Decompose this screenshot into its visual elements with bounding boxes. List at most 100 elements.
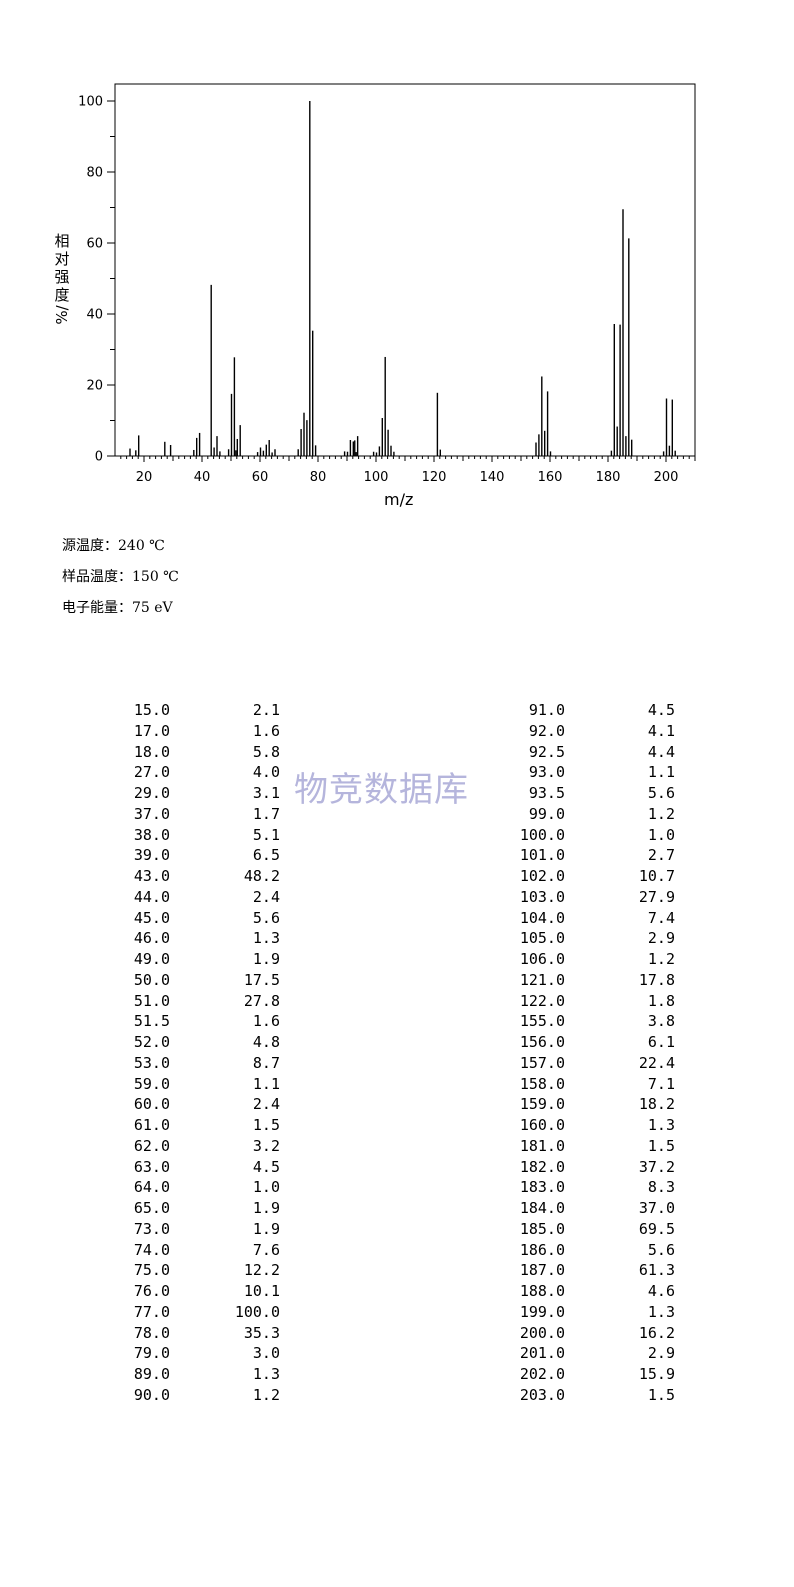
peak-row: 200.0 16.2 [495,1323,675,1344]
peak-mz: 102.0 [519,867,565,885]
peak-intensity: 16.2 [638,1323,675,1342]
peak-mz: 79.0 [133,1344,170,1363]
peak-intensity: 35.3 [243,1323,280,1342]
peak-intensity: 1.0 [252,1178,280,1197]
peak-intensity: 1.9 [252,1199,280,1217]
peak-mz: 27.0 [133,763,170,782]
spectrum-plot: 20 40 60 80 100 120 140 160 180 200 0 20 40 60 80 100 [78,83,696,485]
peak-intensity: 8.3 [647,1178,675,1197]
peak-mz: 187.0 [519,1261,565,1280]
peak-intensity: 1.3 [647,1116,675,1134]
peak-intensity: 1.9 [252,950,280,968]
peak-row: 155.0 3.8 [495,1011,675,1032]
peak-row: 103.0 27.9 [495,887,675,908]
plot-frame [114,83,696,457]
peak-intensity: 1.1 [647,763,675,782]
peak-intensity: 10.1 [243,1282,280,1300]
peak-mz: 75.0 [133,1261,170,1280]
peak-row: 157.0 22.4 [495,1053,675,1074]
x-tick-label: 100 [364,470,389,485]
source-temperature: 源温度：240 ℃ [62,535,165,555]
peak-mz: 38.0 [133,825,170,844]
peak-row: 43.0 48.2 [100,866,280,887]
peak-intensity: 4.0 [252,763,280,782]
peak-intensity: 3.0 [252,1344,280,1363]
peak-mz: 29.0 [133,784,170,802]
peak-intensity: 2.1 [252,701,280,719]
y-tick-label: 20 [86,379,103,394]
y-axis-label: 相 对 强 度 %/ [50,232,74,325]
peak-row: 93.5 5.6 [495,783,675,804]
peak-row: 65.0 1.9 [100,1198,280,1219]
peak-mz: 203.0 [519,1385,565,1404]
peak-mz: 155.0 [519,1012,565,1031]
peak-row: 74.0 7.6 [100,1240,280,1261]
peak-mz: 105.0 [519,929,565,948]
peak-intensity: 1.3 [647,1302,675,1321]
y-tick-label: 60 [86,237,103,252]
peak-intensity: 5.6 [252,908,280,927]
peak-intensity: 27.8 [243,991,280,1010]
y-axis-label-char: 度 [54,286,70,304]
peak-intensity: 7.1 [647,1074,675,1093]
peak-mz: 100.0 [519,825,565,844]
peak-intensity: 100.0 [234,1302,280,1321]
peak-row: 122.0 1.8 [495,991,675,1012]
peak-row: 51.5 1.6 [100,1011,280,1032]
peak-mz: 184.0 [519,1199,565,1217]
peak-mz: 201.0 [519,1344,565,1363]
peak-intensity: 4.8 [252,1033,280,1051]
peak-row: 60.0 2.4 [100,1094,280,1115]
peak-row: 27.0 4.0 [100,762,280,783]
peak-row: 203.0 1.5 [495,1385,675,1406]
peak-intensity: 3.8 [647,1012,675,1031]
peak-intensity: 2.9 [647,929,675,948]
peak-row: 181.0 1.5 [495,1136,675,1157]
peak-row: 73.0 1.9 [100,1219,280,1240]
peak-row: 188.0 4.6 [495,1281,675,1302]
electron-energy-label: 电子能量： [62,600,132,616]
peak-mz: 93.5 [528,784,565,802]
peak-intensity: 18.2 [638,1095,675,1114]
peak-intensity: 4.6 [647,1282,675,1300]
peak-row: 79.0 3.0 [100,1343,280,1364]
x-axis-label: m/z [384,490,414,509]
peak-mz: 51.0 [133,991,170,1010]
electron-energy: 电子能量：75 eV [62,597,173,617]
peak-mz: 50.0 [133,970,170,989]
peak-row: 90.0 1.2 [100,1385,280,1406]
peak-mz: 52.0 [133,1033,170,1051]
peak-row: 45.0 5.6 [100,908,280,929]
peak-intensity: 1.3 [252,929,280,948]
peak-mz: 186.0 [519,1240,565,1259]
peak-mz: 202.0 [519,1365,565,1383]
peak-intensity: 1.2 [647,804,675,823]
y-tick-label: 100 [78,95,103,110]
x-tick-label: 160 [538,470,563,485]
peak-mz: 49.0 [133,950,170,968]
x-tick-label: 20 [136,470,153,485]
peak-mz: 61.0 [133,1116,170,1134]
peak-intensity: 37.0 [638,1199,675,1217]
peak-intensity: 5.6 [647,784,675,802]
mass-spectrum-chart: 20 40 60 80 100 120 140 160 180 200 0 20 40 60 80 100 相… [0,0,794,520]
y-axis-label-char: 对 [54,250,70,268]
peak-mz: 39.0 [133,846,170,865]
peak-mz: 59.0 [133,1074,170,1093]
y-axis-label-char: 强 [54,268,70,286]
peak-intensity: 1.0 [647,825,675,844]
peak-mz: 65.0 [133,1199,170,1217]
peak-row: 106.0 1.2 [495,949,675,970]
peak-mz: 77.0 [133,1302,170,1321]
x-tick-label: 200 [654,470,679,485]
x-tick-label: 140 [480,470,505,485]
peak-mz: 64.0 [133,1178,170,1197]
peak-mz: 63.0 [133,1157,170,1176]
peak-intensity: 10.7 [638,867,675,885]
peak-row: 18.0 5.8 [100,742,280,763]
peak-intensity: 3.1 [252,784,280,802]
peak-table-right: 91.0 4.5 92.0 4.1 92.5 4.4 93.0 1.1 93.5 5.6 99.0 1… [495,700,675,1406]
peak-row: 187.0 61.3 [495,1260,675,1281]
peak-intensity: 1.7 [252,804,280,823]
peak-row: 93.0 1.1 [495,762,675,783]
